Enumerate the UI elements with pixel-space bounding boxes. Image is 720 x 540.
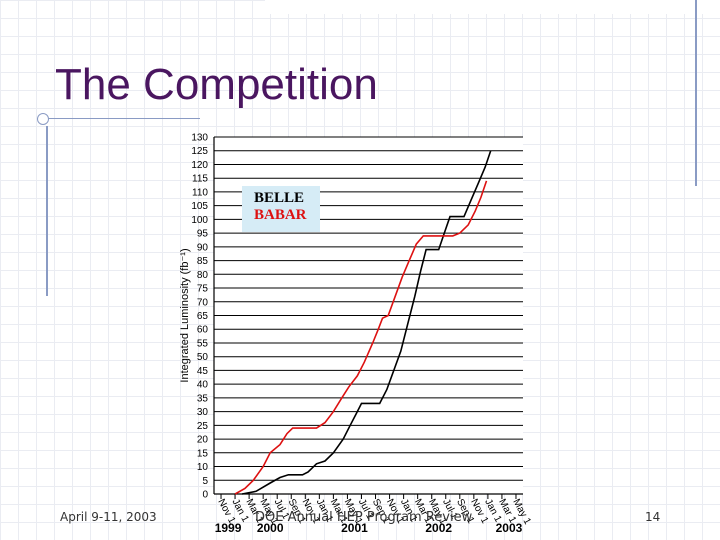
- y-tick-label: 85: [197, 256, 209, 267]
- y-tick-label: 120: [191, 160, 208, 171]
- y-tick-label: 80: [197, 270, 209, 281]
- y-tick-label: 65: [197, 311, 209, 322]
- footer-event: DOE Annual HEP Program Review: [255, 510, 473, 525]
- series-line-babar: [234, 180, 488, 495]
- decorative-left-line: [46, 126, 48, 296]
- y-tick-label: 95: [197, 229, 209, 240]
- y-tick-label: 30: [197, 407, 209, 418]
- y-tick-label: 50: [197, 352, 209, 363]
- y-tick-label: 60: [197, 325, 209, 336]
- series-line-belle: [241, 150, 492, 495]
- footer-date: April 9-11, 2003: [60, 510, 157, 524]
- y-tick-label: 110: [192, 187, 208, 198]
- year-label: 2001: [341, 521, 368, 535]
- y-tick-label: 115: [192, 174, 208, 185]
- y-tick-label: 130: [191, 133, 208, 144]
- legend-babar: BABAR: [254, 207, 307, 223]
- year-label: 2002: [425, 521, 452, 535]
- chart-legend: BELLE BABAR: [242, 186, 320, 232]
- y-tick-label: 35: [197, 393, 209, 404]
- y-tick-label: 5: [202, 476, 208, 487]
- y-tick-label: 40: [197, 380, 209, 391]
- y-tick-label: 100: [191, 215, 208, 226]
- y-tick-label: 25: [197, 421, 209, 432]
- y-tick-label: 20: [197, 435, 209, 446]
- y-tick-label: 90: [197, 242, 209, 253]
- y-tick-label: 10: [197, 462, 209, 473]
- y-tick-label: 15: [197, 448, 209, 459]
- legend-belle: BELLE: [254, 190, 305, 206]
- y-tick-label: 125: [191, 146, 208, 157]
- y-tick-label: 105: [191, 201, 208, 212]
- year-label: 2000: [257, 521, 284, 535]
- decorative-title-underline: [40, 118, 200, 119]
- y-tick-label: 0: [202, 490, 208, 501]
- year-label: 2003: [496, 521, 523, 535]
- y-tick-label: 45: [197, 366, 209, 377]
- page-number: 14: [645, 510, 661, 524]
- year-label: 1999: [215, 521, 242, 535]
- slide-title: The Competition: [55, 60, 378, 109]
- y-tick-label: 75: [197, 284, 209, 295]
- y-axis-label: Integrated Luminosity (fb⁻¹): [179, 248, 191, 382]
- y-tick-label: 70: [197, 297, 209, 308]
- luminosity-chart: 0 5 10 15 20 25 30 35 40 45 50 55 60 65 70 75 80 85 90 95 10…: [179, 133, 533, 536]
- top-band: [265, 0, 720, 14]
- decorative-right-line: [695, 0, 697, 186]
- y-tick-label: 55: [197, 338, 209, 349]
- decorative-circle: [37, 113, 49, 125]
